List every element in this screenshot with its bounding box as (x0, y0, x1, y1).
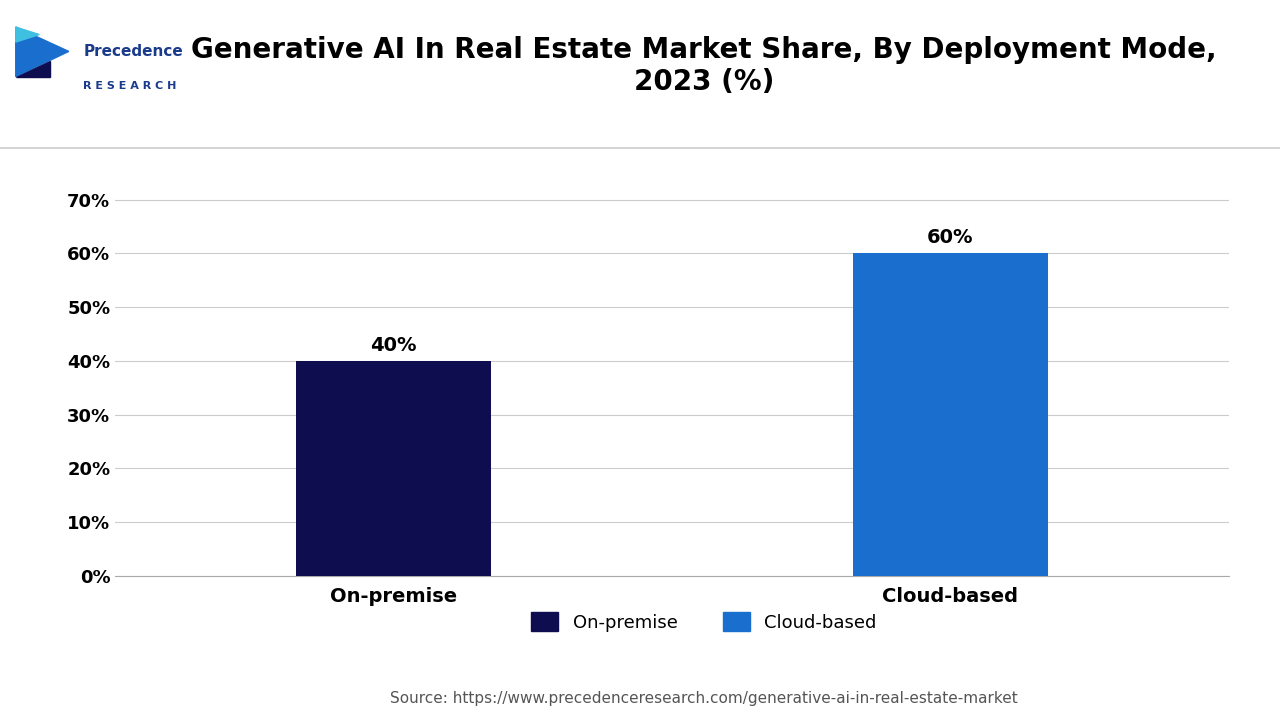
Bar (296, 361, 492, 576)
Legend: On-premise, Cloud-based: On-premise, Cloud-based (524, 606, 884, 639)
Text: R E S E A R C H: R E S E A R C H (83, 81, 177, 91)
Bar (852, 253, 1048, 576)
Text: Precedence: Precedence (83, 44, 183, 59)
Polygon shape (15, 27, 69, 77)
Text: 60%: 60% (927, 228, 974, 247)
Polygon shape (15, 27, 40, 42)
Text: Source: https://www.precedenceresearch.com/generative-ai-in-real-estate-market: Source: https://www.precedenceresearch.c… (390, 690, 1018, 706)
Text: 40%: 40% (370, 336, 417, 354)
Polygon shape (15, 60, 50, 77)
Text: Generative AI In Real Estate Market Share, By Deployment Mode,
2023 (%): Generative AI In Real Estate Market Shar… (191, 36, 1217, 96)
